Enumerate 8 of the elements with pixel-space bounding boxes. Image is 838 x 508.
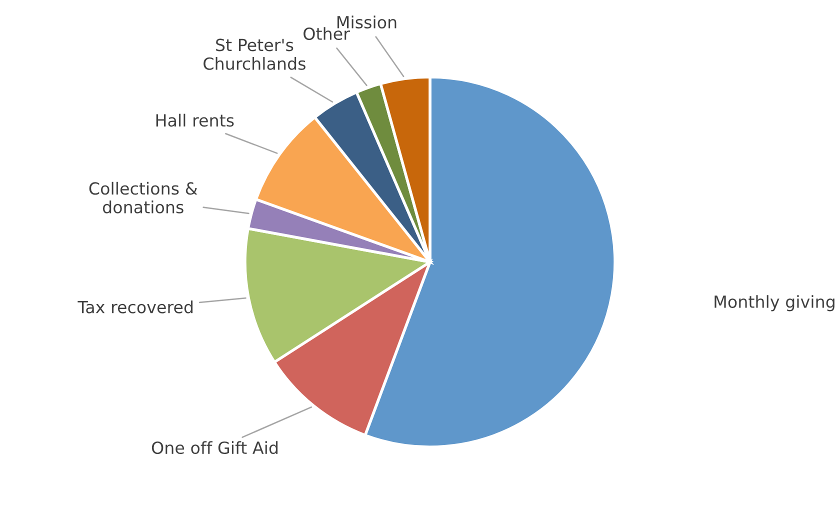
slice-label: Hall rents	[156, 114, 234, 127]
slice-label: Collections & donations	[89, 182, 198, 214]
slice-label: St Peter's Churchlands	[204, 38, 306, 70]
slice-label: Mission	[337, 16, 396, 29]
slice-label: Other	[304, 27, 350, 40]
slice-label: Monthly giving	[714, 295, 834, 312]
slice-label: Tax recovered	[78, 300, 193, 314]
slice-label: One off Gift Aid	[152, 441, 278, 454]
